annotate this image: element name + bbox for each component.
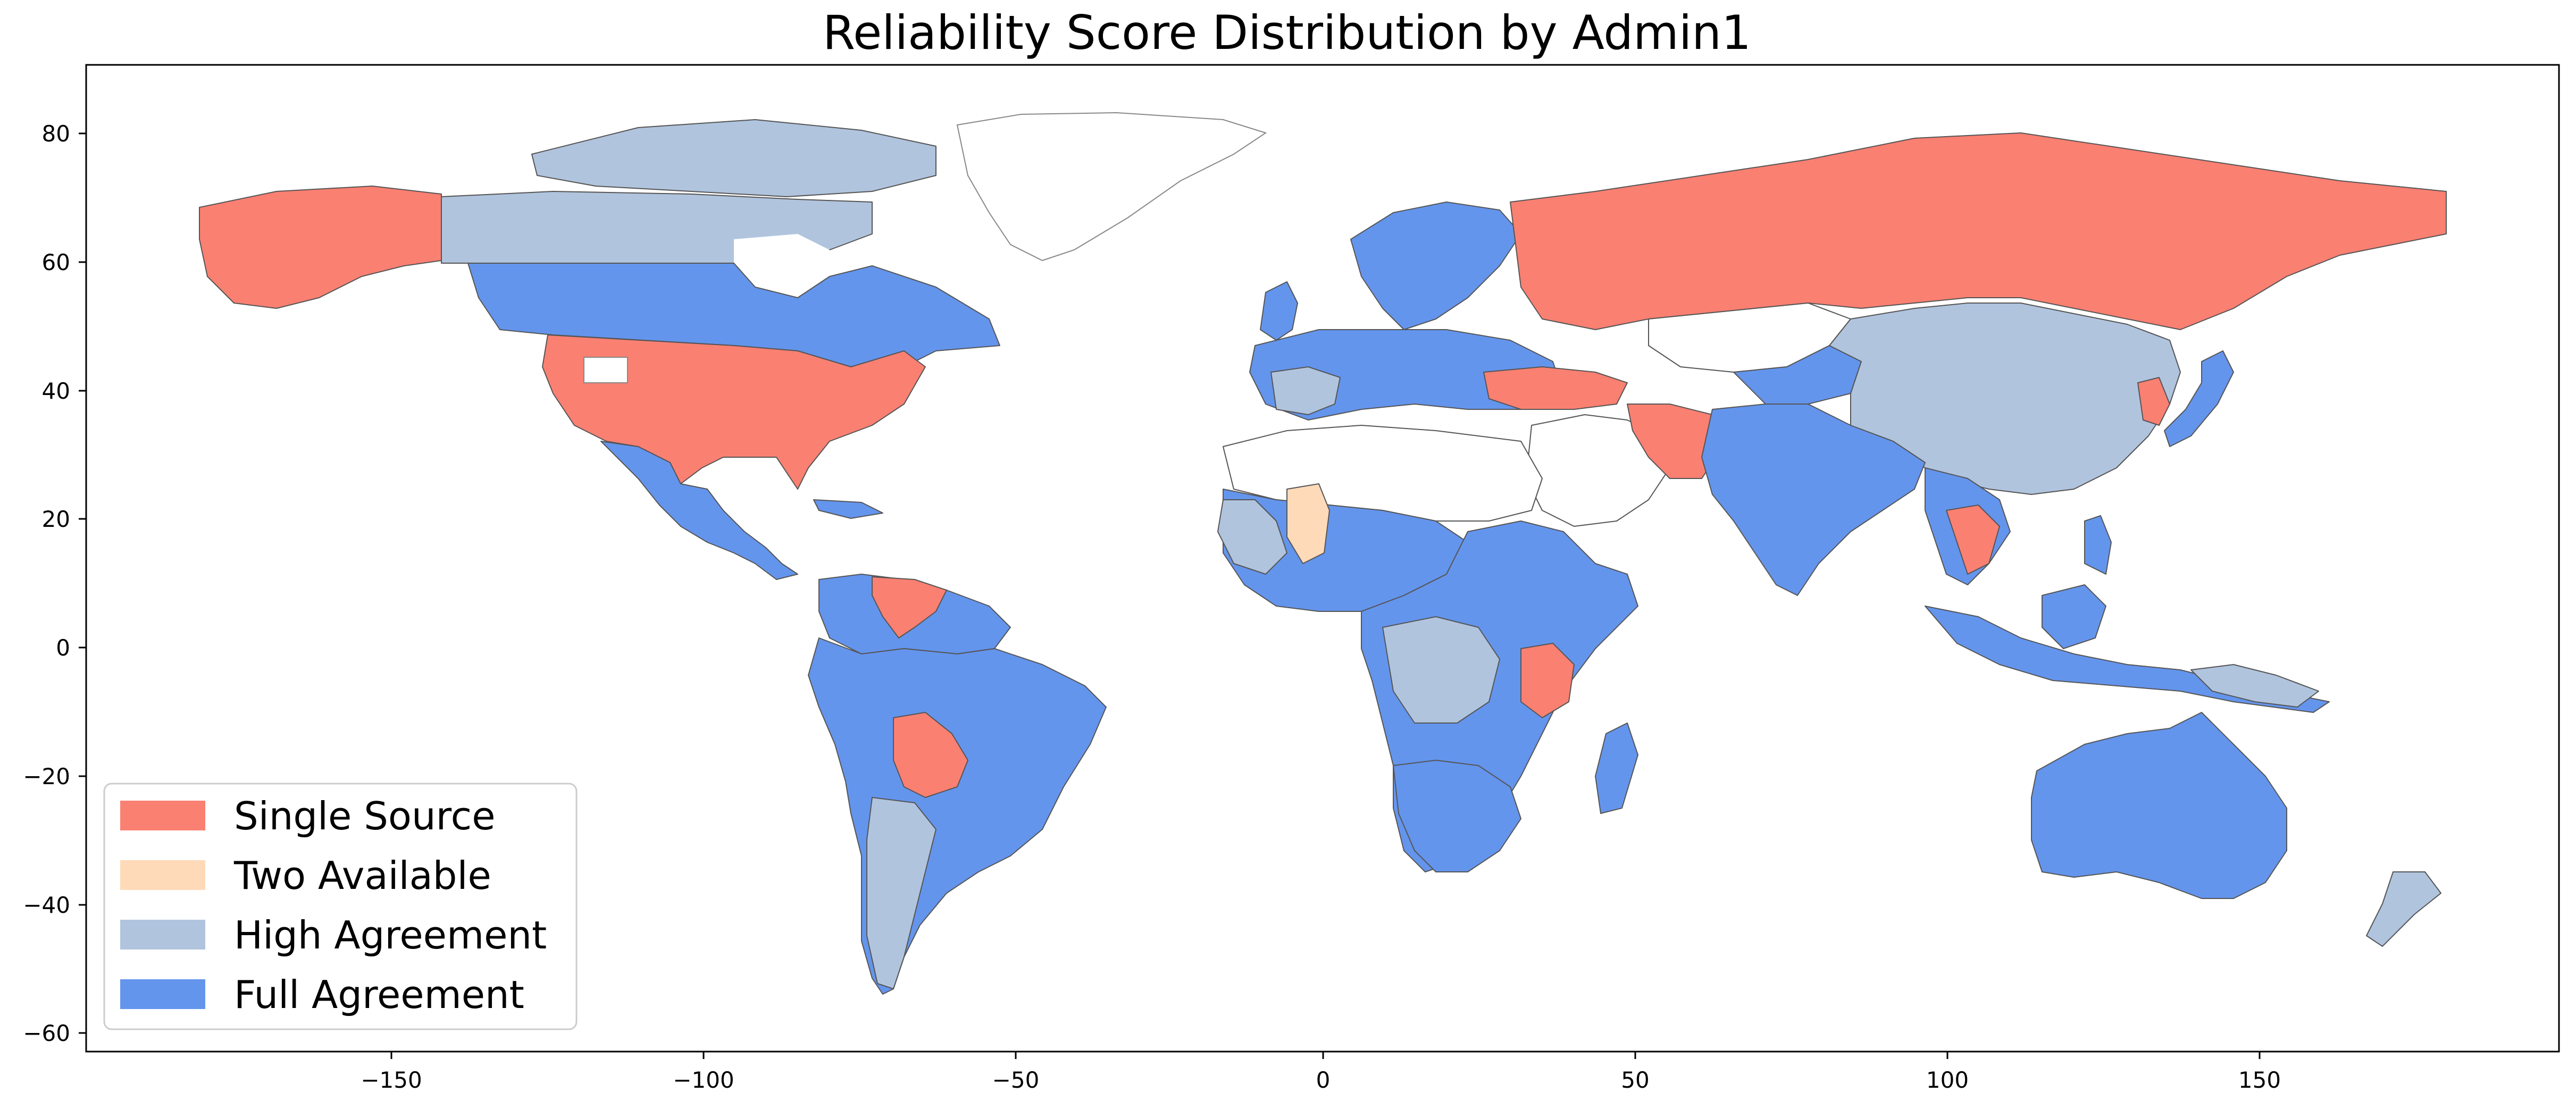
region-south-asia	[1701, 404, 1926, 596]
region-usa-no-data	[583, 357, 628, 383]
region-tanzania	[1520, 643, 1575, 718]
region-korea	[2137, 377, 2170, 426]
region-africa-sahel	[1217, 499, 1287, 575]
region-iran	[1627, 404, 1724, 479]
legend-swatch-high-agreement	[120, 920, 205, 950]
region-mali	[1286, 483, 1330, 564]
region-uk	[1260, 281, 1298, 341]
legend-swatch-two-available	[120, 860, 205, 890]
y-tick-label: −40	[23, 892, 70, 918]
legend-swatch-single-source	[120, 801, 205, 830]
x-tick-label: 0	[1316, 1067, 1331, 1093]
region-argentina	[866, 797, 936, 989]
x-tick-label: 100	[1926, 1067, 1969, 1093]
legend-label-two-available: Two Available	[233, 853, 491, 898]
region-middle-east	[1526, 414, 1670, 527]
region-usa	[542, 334, 926, 490]
region-borneo	[2042, 584, 2106, 649]
legend: Single Source Two Available High Agreeme…	[103, 783, 578, 1030]
legend-label-full-agreement: Full Agreement	[234, 972, 524, 1017]
y-axis: 80 60 40 20 0 −20 −40 −60	[23, 121, 86, 1046]
region-new-guinea	[2190, 664, 2319, 708]
region-greenland	[956, 112, 1267, 262]
x-tick-label: −50	[992, 1067, 1040, 1093]
region-canada-south	[467, 263, 1000, 373]
y-tick-label: 60	[42, 249, 70, 275]
y-tick-label: 40	[42, 378, 70, 404]
x-tick-label: −100	[673, 1067, 734, 1093]
y-tick-label: −60	[23, 1020, 70, 1046]
region-madagascar	[1595, 722, 1638, 814]
chart-title: Reliability Score Distribution by Admin1	[823, 5, 1751, 60]
region-japan	[2164, 350, 2234, 447]
x-tick-label: −150	[361, 1067, 422, 1093]
region-southern-africa	[1393, 760, 1521, 872]
region-bolivia	[893, 712, 968, 798]
region-central-africa	[1382, 616, 1500, 724]
region-canada-arctic	[531, 119, 936, 197]
x-tick-label: 150	[2238, 1067, 2281, 1093]
y-tick-label: 0	[56, 635, 70, 661]
region-turkey	[1483, 366, 1628, 410]
legend-swatch-full-agreement	[120, 979, 205, 1009]
region-iberia	[1270, 366, 1341, 415]
legend-label-high-agreement: High Agreement	[234, 913, 547, 957]
y-tick-label: −20	[23, 763, 70, 789]
y-tick-label: 80	[42, 121, 70, 147]
y-tick-label: 20	[42, 506, 70, 532]
region-venezuela	[872, 576, 947, 638]
region-caribbean	[813, 499, 883, 519]
region-mexico	[600, 441, 798, 580]
region-scandinavia	[1350, 201, 1521, 330]
region-thailand	[1946, 505, 2000, 575]
region-new-zealand	[2366, 871, 2441, 947]
legend-label-single-source: Single Source	[234, 794, 496, 838]
legend-box	[103, 783, 578, 1030]
x-tick-label: 50	[1621, 1067, 1649, 1093]
region-hudson-bay	[734, 234, 830, 298]
region-philippines	[2084, 515, 2112, 575]
map-regions	[199, 112, 2447, 995]
region-australia	[2031, 712, 2287, 899]
region-alaska	[199, 186, 442, 309]
x-axis: −150 −100 −50 0 50 100 150	[361, 1052, 2281, 1093]
